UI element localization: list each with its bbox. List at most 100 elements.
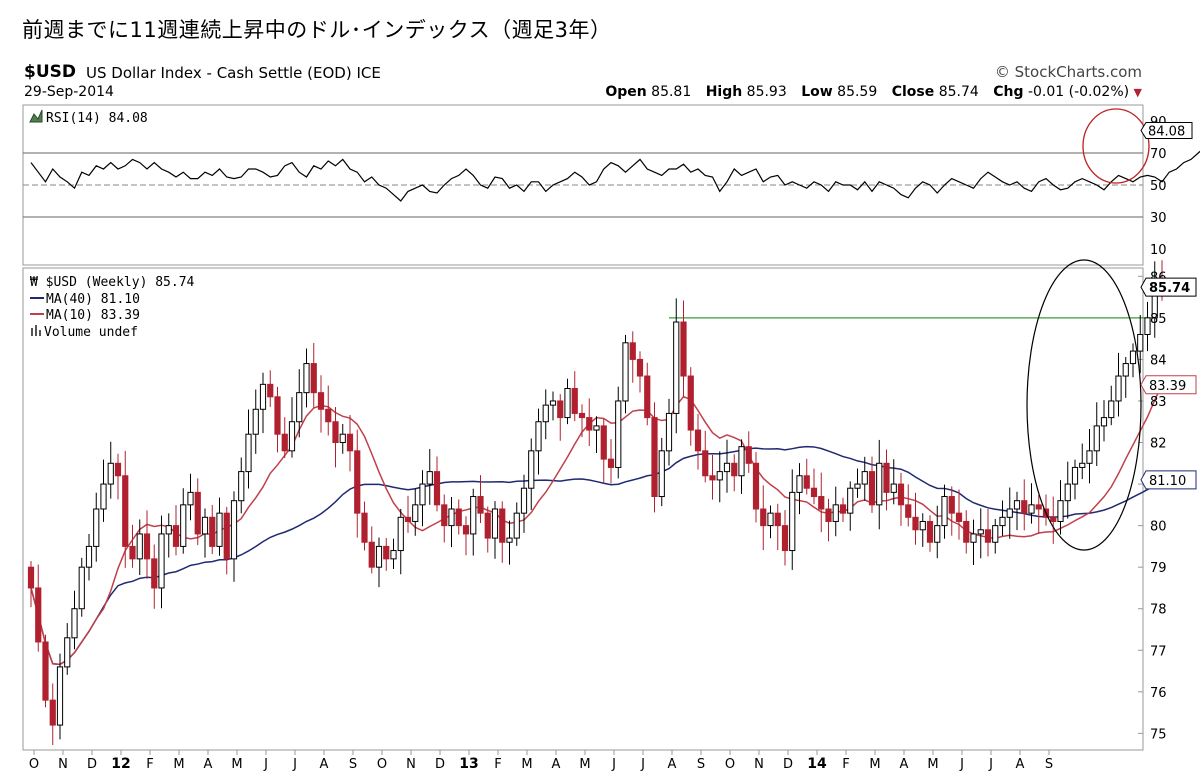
candle-body bbox=[187, 491, 194, 506]
candle-body bbox=[970, 533, 977, 543]
candle-body bbox=[767, 512, 774, 527]
candle-body bbox=[42, 641, 49, 701]
candle-body bbox=[607, 458, 615, 468]
x-tick-label: M bbox=[173, 757, 184, 772]
price-ytick: 76 bbox=[1150, 686, 1167, 701]
candle-body bbox=[1057, 500, 1064, 522]
symbol-label: $USD bbox=[24, 62, 76, 82]
candle-body bbox=[230, 500, 238, 560]
candle-body bbox=[818, 496, 825, 510]
candle-body bbox=[963, 520, 970, 543]
candle-body bbox=[27, 566, 35, 589]
x-tick-label: A bbox=[552, 757, 561, 772]
high-label: High bbox=[705, 84, 743, 100]
candle-body bbox=[368, 541, 375, 568]
down-arrow-icon: ▼ bbox=[1133, 86, 1142, 99]
candle-body bbox=[542, 404, 549, 423]
ma40-marker: 81.10 bbox=[1149, 474, 1186, 489]
candle-body bbox=[223, 512, 230, 560]
candle-body bbox=[644, 375, 651, 419]
close-value: 85.74 bbox=[938, 84, 979, 100]
candle-body bbox=[810, 487, 818, 498]
candle-body bbox=[723, 462, 731, 473]
candle-body bbox=[100, 483, 107, 510]
x-tick-label: O bbox=[377, 757, 387, 772]
ma40-line bbox=[30, 445, 1163, 666]
candle-body bbox=[738, 446, 745, 477]
x-tick-label: 13 bbox=[459, 756, 478, 772]
legend-ma40: MA(40) 81.10 bbox=[46, 292, 140, 307]
candle-body bbox=[245, 433, 252, 473]
x-tick-label: M bbox=[579, 757, 590, 772]
candle-body bbox=[252, 408, 259, 435]
candle-body bbox=[629, 342, 636, 360]
x-tick-label: J bbox=[611, 757, 616, 772]
candle-body bbox=[49, 699, 56, 726]
x-tick-label: M bbox=[521, 757, 532, 772]
candle-body bbox=[259, 383, 267, 410]
candle-body bbox=[346, 433, 354, 452]
candle-body bbox=[1035, 504, 1042, 510]
x-tick-label: N bbox=[58, 757, 68, 772]
candle-body bbox=[1129, 350, 1137, 365]
candle-body bbox=[484, 512, 491, 539]
price-ytick: 80 bbox=[1150, 520, 1167, 535]
candle-body bbox=[64, 637, 71, 668]
rsi-legend-icon bbox=[29, 109, 43, 123]
candle-body bbox=[1050, 516, 1057, 522]
candle-body bbox=[470, 496, 477, 535]
candle-body bbox=[201, 516, 209, 535]
x-tick-label: N bbox=[754, 757, 764, 772]
x-tick-label: M bbox=[231, 757, 242, 772]
candle-body bbox=[977, 529, 984, 535]
candle-body bbox=[419, 483, 426, 506]
legend-volume: Volume undef bbox=[44, 325, 138, 340]
candle-body bbox=[107, 462, 114, 485]
price-ytick: 84 bbox=[1150, 353, 1167, 368]
x-tick-label: J bbox=[959, 757, 964, 772]
volume-icon bbox=[31, 325, 41, 336]
candle-body bbox=[85, 545, 93, 568]
symbol-description: US Dollar Index - Cash Settle (EOD) ICE bbox=[86, 64, 381, 82]
candle-body bbox=[172, 525, 180, 547]
candle-body bbox=[919, 520, 926, 531]
price-highlight-ellipse bbox=[1026, 259, 1142, 551]
candle-body bbox=[796, 475, 803, 493]
candle-body bbox=[114, 462, 122, 477]
candle-body bbox=[593, 425, 600, 431]
candle-body bbox=[390, 550, 397, 560]
rsi-line bbox=[30, 150, 1200, 202]
candle-body bbox=[354, 450, 361, 514]
x-tick-label: F bbox=[494, 757, 501, 772]
candle-body bbox=[1122, 363, 1129, 377]
copyright-label[interactable]: © StockCharts.com bbox=[994, 63, 1142, 81]
candle-body bbox=[825, 508, 832, 522]
x-tick-label: D bbox=[783, 757, 793, 772]
rsi-ytick: 30 bbox=[1150, 211, 1167, 226]
candle-body bbox=[702, 450, 709, 477]
price-ytick: 75 bbox=[1150, 727, 1167, 742]
candle-body bbox=[194, 491, 201, 535]
rsi-ytick: 50 bbox=[1150, 179, 1167, 194]
candle-body bbox=[1137, 333, 1144, 352]
x-tick-label: 12 bbox=[111, 756, 130, 772]
candle-body bbox=[129, 545, 136, 560]
chg-value: -0.01 (-0.02%) bbox=[1027, 84, 1130, 100]
candle-body bbox=[912, 516, 919, 531]
candle-body bbox=[1021, 500, 1028, 514]
chg-label: Chg bbox=[993, 84, 1024, 100]
candle-body bbox=[491, 508, 499, 539]
candle-body bbox=[636, 358, 644, 377]
candle-body bbox=[905, 504, 912, 518]
candle-body bbox=[158, 533, 165, 589]
candle-body bbox=[557, 400, 564, 419]
date-label: 29-Sep-2014 bbox=[24, 84, 114, 100]
candle-body bbox=[731, 462, 738, 477]
candle-body bbox=[404, 516, 412, 522]
candle-body bbox=[658, 450, 665, 498]
candle-body bbox=[317, 392, 325, 410]
x-tick-label: J bbox=[988, 757, 993, 772]
candle-body bbox=[383, 545, 390, 560]
x-tick-label: A bbox=[668, 757, 677, 772]
